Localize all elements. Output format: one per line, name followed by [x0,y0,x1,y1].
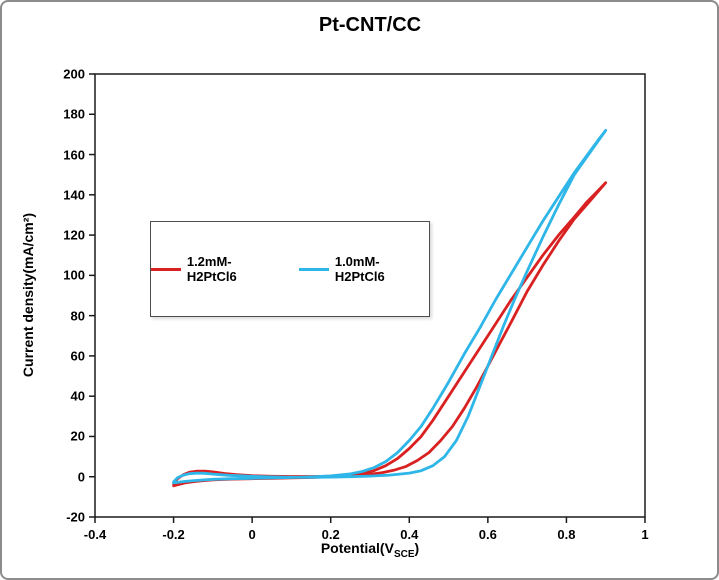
x-tick-label: 0.6 [478,527,497,542]
legend-item-1.2mM: 1.2mM-H2PtCl6 [151,254,281,284]
y-tick-label: 80 [70,308,85,324]
x-tick-label: -0.2 [162,527,185,542]
y-tick-label: 140 [63,187,85,203]
legend-label-1.2mM: 1.2mM-H2PtCl6 [186,254,237,284]
y-tick-label: 120 [63,227,85,243]
x-tick-label: 0 [248,527,256,542]
y-tick-label: 100 [63,267,85,283]
y-axis-title: Current density(mA/cm²) [20,212,36,378]
y-tick-label: 20 [70,428,85,444]
series-curve-1 [172,128,608,485]
y-tick-label: 180 [63,106,85,122]
y-tick-label: 0 [77,469,85,485]
x-axis-title-prefix: Potential(V [320,540,394,556]
x-tick-label: 0.8 [557,527,576,542]
plot-area: 1.2mM-H2PtCl6 1.0mM-H2PtCl6 [95,74,645,517]
y-tick-label: 40 [70,388,85,404]
legend-line-cyan-icon [299,267,329,271]
x-tick-label: 1 [641,527,649,542]
legend: 1.2mM-H2PtCl6 1.0mM-H2PtCl6 [150,221,430,317]
x-axis-title-suffix: ) [414,540,420,556]
x-axis-title: Potential(VSCE) [95,540,645,560]
chart-title: Pt-CNT/CC [318,14,422,36]
y-tick-label: 160 [63,147,85,163]
x-tick-label: 0.2 [321,527,340,542]
x-axis-title-sub: SCE [393,548,415,560]
plot-border [94,73,646,518]
x-tick-label: 0.4 [400,527,419,542]
y-tick-label: 200 [63,66,85,82]
y-tick-label: 60 [70,348,85,364]
x-tick-label: -0.4 [83,527,107,542]
y-tick-label: -20 [66,509,85,525]
legend-label-1.0mM: 1.0mM-H2PtCl6 [334,254,385,284]
legend-line-red-icon [151,267,181,271]
legend-item-1.0mM: 1.0mM-H2PtCl6 [299,254,429,284]
